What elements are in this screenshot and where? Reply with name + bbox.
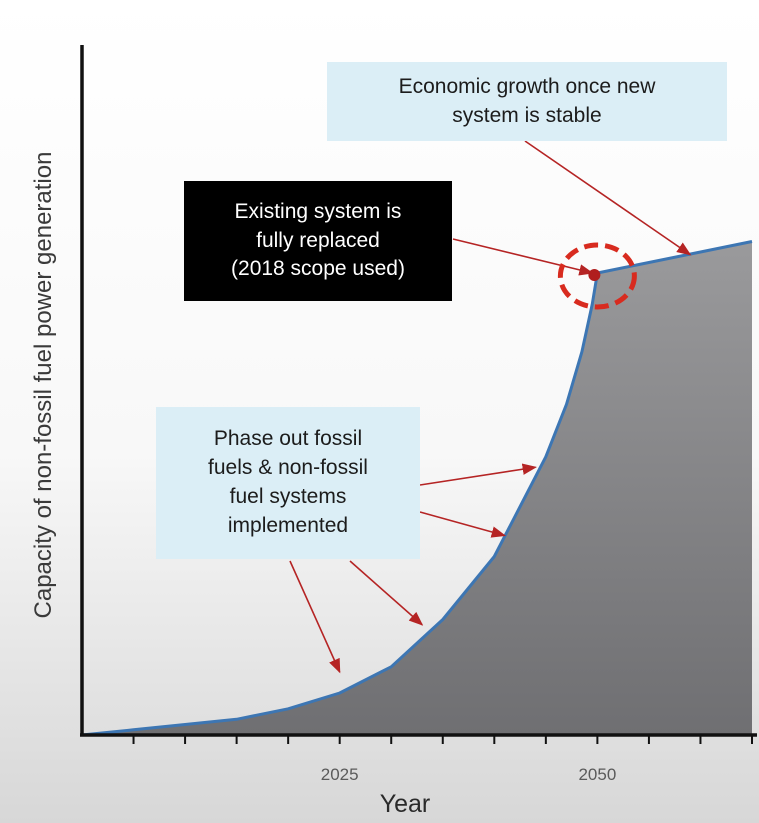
y-axis-label: Capacity of non-fossil fuel power genera… (30, 152, 57, 619)
x-tick-label: 2025 (321, 765, 359, 784)
economic-growth-text: Economic growth once new system is stabl… (399, 73, 656, 131)
x-tick-label: 2050 (578, 765, 616, 784)
system-replaced-callout: Existing system is fully replaced (2018 … (184, 181, 452, 301)
economic-growth-callout: Economic growth once new system is stabl… (327, 62, 727, 141)
phase-out-text: Phase out fossil fuels & non-fossil fuel… (208, 425, 368, 541)
system-replaced-text: Existing system is fully replaced (2018 … (231, 198, 405, 285)
x-axis-label: Year (380, 790, 431, 818)
highlight-point (588, 269, 600, 281)
phase-out-callout: Phase out fossil fuels & non-fossil fuel… (156, 407, 420, 559)
